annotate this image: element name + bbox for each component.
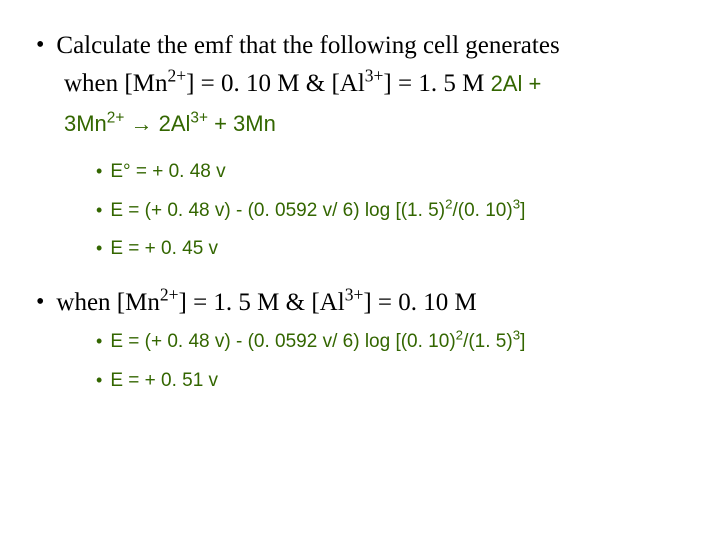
bullet-1: • Calculate the emf that the following c… [36,28,684,64]
frag: E = (+ 0. 48 v) - (0. 0592 v/ 6) log [(1… [110,200,445,221]
sub-text: E° = + 0. 48 v [110,159,225,186]
frag: /(1. 5) [463,331,513,352]
bullet-2: • when [Mn2+] = 1. 5 M & [Al3+] = 0. 10 … [36,285,684,321]
sup: 3 [513,197,520,212]
slide-content: • Calculate the emf that the following c… [0,0,720,427]
sup: 3+ [190,109,208,126]
sub-text: E = + 0. 45 v [110,236,218,263]
bullet-dot: • [96,236,102,261]
frag: → 2Al [124,111,190,136]
frag: ] = 1. 5 M [383,70,490,97]
bullet-dot: • [96,198,102,223]
bullet-1-line1: Calculate the emf that the following cel… [56,28,559,64]
sub-bullet-1: • E° = + 0. 48 v [96,159,684,186]
sup: 2+ [167,66,186,86]
frag: ] = 1. 5 M & [Al [179,289,345,316]
frag: when [Mn [56,289,159,316]
sup: 2+ [160,285,179,305]
bullet-1-line2: when [Mn2+] = 0. 10 M & [Al3+] = 1. 5 M … [64,66,684,102]
frag: E = (+ 0. 48 v) - (0. 0592 v/ 6) log [(0… [110,331,455,352]
sub-text: E = + 0. 51 v [110,368,218,395]
sup: 3+ [365,66,384,86]
frag: /(0. 10) [452,200,512,221]
bullet-dot: • [36,285,44,320]
frag: + 3Mn [208,111,276,136]
eq-tail: 2Al + [491,71,542,96]
bullet-2-text: when [Mn2+] = 1. 5 M & [Al3+] = 0. 10 M [56,285,476,321]
frag: ] = 0. 10 M & [Al [186,70,365,97]
sub-bullet-3: • E = + 0. 45 v [96,236,684,263]
bullet-dot: • [96,159,102,184]
frag: when [Mn [64,70,167,97]
sup: 3+ [345,285,364,305]
frag: ] [520,200,525,221]
sup: 2+ [107,109,125,126]
frag: ] = 0. 10 M [363,289,476,316]
bullet-dot: • [96,368,102,393]
sub-bullet-2: • E = (+ 0. 48 v) - (0. 0592 v/ 6) log [… [96,198,684,225]
sub-bullet-4: • E = (+ 0. 48 v) - (0. 0592 v/ 6) log [… [96,329,684,356]
sub-bullet-5: • E = + 0. 51 v [96,368,684,395]
reaction-equation: 3Mn2+ → 2Al3+ + 3Mn [64,109,684,140]
frag: ] [520,331,525,352]
sub-text: E = (+ 0. 48 v) - (0. 0592 v/ 6) log [(1… [110,198,525,225]
sub-text: E = (+ 0. 48 v) - (0. 0592 v/ 6) log [(0… [110,329,525,356]
sup: 2 [456,328,463,343]
bullet-dot: • [36,28,44,63]
frag: 3Mn [64,111,107,136]
bullet-dot: • [96,329,102,354]
sup: 3 [513,328,520,343]
